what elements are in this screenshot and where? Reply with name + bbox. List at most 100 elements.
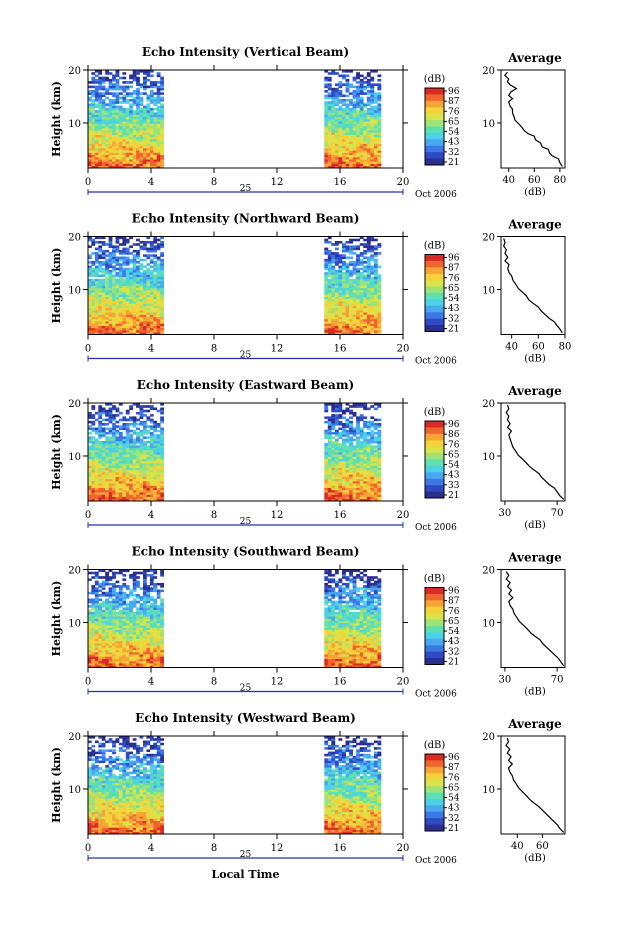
heatmap-cell	[342, 114, 346, 118]
heatmap-cell	[108, 261, 113, 264]
heatmap-cell	[98, 94, 103, 98]
heatmap-cell	[115, 241, 120, 244]
heatmap-cell	[160, 165, 164, 169]
heatmap-cell	[122, 116, 127, 120]
heatmap-cell	[94, 318, 99, 322]
heatmap-cell	[132, 254, 137, 257]
heatmap-cell	[160, 156, 164, 160]
heatmap-cell	[94, 130, 99, 133]
heatmap-cell	[105, 474, 109, 477]
heatmap-cell	[349, 467, 353, 471]
heatmap-cell	[334, 263, 339, 266]
heatmap-cell	[143, 136, 147, 140]
heatmap-cell	[363, 123, 368, 127]
heatmap-cell	[118, 474, 123, 477]
heatmap-cell	[132, 312, 137, 315]
heatmap-cell	[146, 623, 151, 626]
heatmap-cell	[370, 143, 375, 147]
heatmap-cell	[129, 474, 133, 477]
heatmap-cell	[349, 445, 353, 448]
heatmap-cell	[331, 298, 336, 302]
heatmap-cell	[338, 287, 343, 291]
heatmap-cell	[88, 290, 92, 293]
heatmap-cell	[334, 460, 339, 464]
heatmap-cell	[118, 489, 123, 493]
heatmap-cell	[94, 90, 99, 93]
heatmap-cell	[112, 99, 116, 102]
heatmap-cell	[349, 429, 353, 433]
heatmap-cell	[136, 325, 140, 329]
heatmap-cell	[327, 103, 332, 106]
heatmap-cell	[356, 156, 360, 160]
heatmap-cell	[132, 161, 137, 164]
heatmap-cell	[122, 112, 127, 115]
heatmap-cell	[132, 656, 137, 659]
heatmap-cell	[349, 278, 353, 282]
y-axis-label: Height (km)	[50, 414, 63, 490]
heatmap-cell	[94, 492, 99, 495]
heatmap-cell	[373, 498, 378, 502]
heatmap-cell	[143, 283, 147, 286]
heatmap-cell	[160, 287, 164, 291]
heatmap-cell	[94, 292, 99, 295]
heatmap-cell	[342, 443, 346, 446]
heatmap-cell	[143, 414, 147, 417]
heatmap-cell	[101, 631, 106, 635]
heatmap-cell	[129, 154, 133, 158]
heatmap-cell	[331, 425, 336, 428]
heatmap-cell	[122, 485, 127, 488]
heatmap-cell	[160, 76, 164, 80]
heatmap-cell	[118, 485, 123, 488]
heatmap-cell	[139, 440, 144, 444]
heatmap-cell	[359, 154, 364, 158]
heatmap-cell	[98, 485, 103, 488]
heatmap-cell	[334, 323, 339, 326]
heatmap-cell	[331, 487, 336, 491]
heatmap-cell	[160, 409, 164, 413]
heatmap-cell	[160, 498, 164, 502]
heatmap-cell	[338, 447, 343, 451]
heatmap-cell	[153, 99, 158, 102]
heatmap-cell	[153, 296, 158, 300]
heatmap-cell	[373, 312, 378, 315]
heatmap-cell	[101, 294, 106, 297]
heatmap-cell	[112, 323, 116, 326]
heatmap-cell	[373, 432, 378, 435]
heatmap-cell	[160, 434, 164, 437]
heatmap-cell	[146, 436, 151, 439]
heatmap-cell	[373, 161, 378, 164]
heatmap-cell	[160, 631, 164, 635]
heatmap-cell	[122, 274, 127, 277]
heatmap-cell	[349, 274, 353, 277]
heatmap-cell	[363, 467, 368, 471]
heatmap-cell	[129, 165, 133, 169]
heatmap-cell	[160, 99, 164, 102]
heatmap-cell	[136, 498, 140, 502]
heatmap-cell	[366, 292, 371, 295]
heatmap-cell	[91, 90, 96, 93]
heatmap-cell	[149, 420, 154, 424]
heatmap-cell	[143, 623, 147, 626]
heatmap-cell	[129, 163, 133, 167]
heatmap-cell	[366, 96, 371, 100]
heatmap-cell	[338, 161, 343, 164]
heatmap-cell	[118, 323, 123, 326]
heatmap-cell	[342, 449, 346, 453]
heatmap-cell	[112, 269, 116, 273]
colorbar-segment	[425, 446, 444, 451]
heatmap-cell	[112, 489, 116, 493]
heatmap-cell	[349, 487, 353, 491]
heatmap-cell	[98, 134, 103, 138]
heatmap-cell	[112, 418, 116, 422]
average-y-tick-label: 10	[482, 285, 495, 296]
heatmap-cell	[108, 85, 113, 89]
heatmap-cell	[132, 283, 137, 286]
heatmap-cell	[373, 258, 378, 262]
heatmap-cell	[356, 127, 360, 131]
heatmap-cell	[88, 81, 92, 84]
heatmap-cell	[156, 434, 161, 437]
heatmap-cell	[160, 301, 164, 304]
heatmap-cell	[160, 292, 164, 295]
heatmap-cell	[94, 625, 99, 628]
heatmap-cell	[366, 245, 371, 248]
